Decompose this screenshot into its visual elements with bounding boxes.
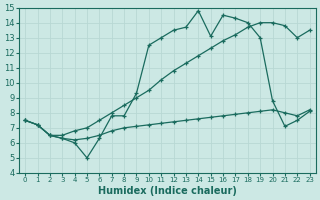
- X-axis label: Humidex (Indice chaleur): Humidex (Indice chaleur): [98, 186, 237, 196]
